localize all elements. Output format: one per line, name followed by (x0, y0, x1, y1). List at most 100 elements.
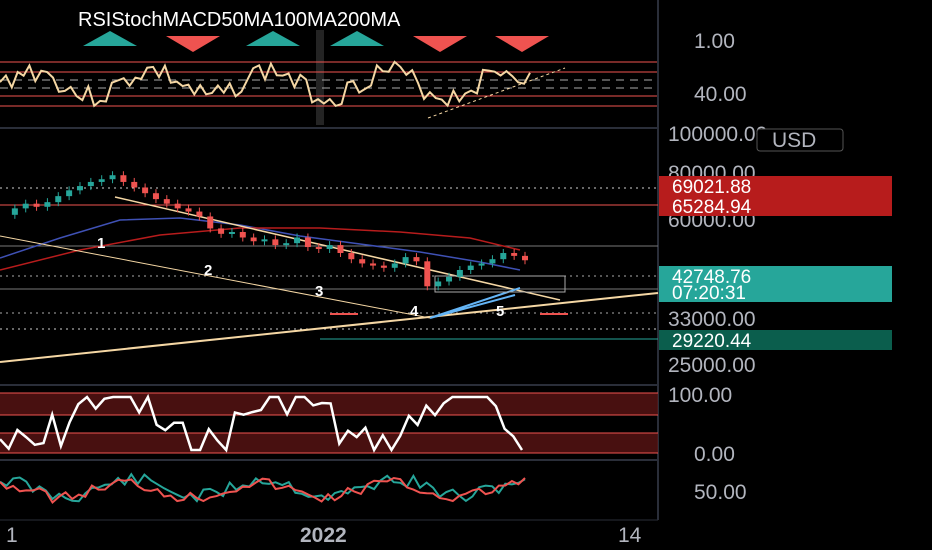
axis-label: 100.00 (668, 384, 732, 407)
range-box (434, 275, 566, 293)
resistance-badge (659, 176, 892, 196)
currency-label: USD (772, 129, 816, 152)
candle (294, 237, 301, 244)
long-trendline (0, 292, 659, 363)
time-label: 14 (618, 524, 642, 547)
candles (11, 171, 528, 291)
candle (98, 179, 105, 182)
candle (359, 259, 366, 264)
stoch-pane (0, 392, 658, 454)
rsi-line (0, 60, 531, 108)
indicators-title: RSIStochMACD50MA100MA200MA (78, 9, 401, 31)
candle (120, 175, 127, 182)
currency-button[interactable] (756, 128, 844, 152)
candle (467, 265, 474, 271)
candle (55, 196, 62, 203)
axis-label: 40.00 (694, 83, 747, 106)
buy-signal-arrow (83, 31, 137, 46)
candle (326, 245, 333, 250)
candle (22, 203, 29, 209)
stoch-line (0, 393, 524, 453)
candle (185, 208, 192, 212)
channel-lower (0, 235, 431, 319)
candle (456, 270, 463, 277)
candle (250, 237, 257, 242)
candle (413, 257, 420, 262)
macd-pane (0, 472, 526, 505)
wave-label: 2 (204, 262, 212, 279)
main-pane: 1 2 3 4 5 (0, 171, 659, 363)
support-value: 29220.44 (672, 331, 752, 352)
sell-signal-arrow (495, 36, 549, 52)
candle (44, 202, 51, 207)
axis-label: 0.00 (694, 443, 735, 466)
candle (511, 253, 518, 256)
candle (337, 245, 344, 254)
candle (228, 232, 235, 234)
candle (174, 203, 181, 209)
candle (239, 232, 246, 238)
candle (163, 199, 170, 204)
candle (446, 276, 453, 282)
candle (11, 208, 18, 215)
candle (152, 193, 159, 200)
candle (109, 175, 116, 180)
candle (370, 263, 377, 266)
highlight-bar (316, 30, 324, 125)
axis-label: 33000.00 (668, 308, 756, 331)
candle (500, 253, 507, 260)
candle (76, 186, 83, 191)
buy-signal-arrow (246, 31, 300, 46)
wave-label: 4 (410, 303, 419, 320)
signal-arrows (83, 31, 549, 52)
candle (402, 257, 409, 264)
candle (196, 211, 203, 217)
sell-signal-arrow (413, 36, 467, 52)
candle (478, 263, 485, 266)
ma100-line (0, 227, 521, 271)
rsi-pane (0, 30, 658, 125)
sell-signal-arrow (166, 36, 220, 52)
current-price-badge (659, 266, 892, 302)
wedge-lines (429, 287, 521, 319)
axis-label: 100000.00 (668, 123, 767, 146)
candle (522, 255, 528, 261)
axis-label: 1.00 (694, 30, 735, 53)
time-label: 1 (6, 524, 18, 547)
resistance-value: 65284.94 (672, 197, 752, 218)
ma50-line (0, 217, 521, 271)
candle (304, 237, 311, 248)
candle (424, 261, 431, 287)
candle (283, 243, 290, 246)
axis-label: 25000.00 (668, 354, 756, 377)
wave-label: 3 (315, 283, 323, 300)
candle (218, 228, 225, 234)
resistance-value: 69021.88 (672, 177, 751, 198)
candle (131, 181, 138, 188)
candle (435, 281, 442, 287)
candle (489, 259, 496, 264)
candle (207, 216, 214, 229)
axis-label: 50.00 (694, 481, 747, 504)
oversold-zone (0, 433, 658, 453)
buy-signal-arrow (330, 31, 384, 46)
candle (87, 181, 94, 187)
candle (348, 253, 355, 260)
bar-countdown: 07:20:31 (672, 283, 746, 304)
wave-label: 1 (97, 235, 105, 252)
time-label: 2022 (300, 524, 347, 547)
wave-label: 5 (496, 303, 504, 320)
candle (142, 187, 149, 194)
rsi-trendline (427, 67, 566, 119)
candle (272, 239, 279, 246)
current-price: 42748.76 (672, 267, 751, 288)
resistance-badge (659, 196, 892, 216)
candle (391, 263, 398, 268)
candle (33, 203, 40, 207)
candle (380, 265, 387, 268)
candle (315, 247, 322, 250)
support-badge (659, 330, 892, 350)
candle (66, 190, 73, 197)
signal-line (0, 476, 526, 505)
